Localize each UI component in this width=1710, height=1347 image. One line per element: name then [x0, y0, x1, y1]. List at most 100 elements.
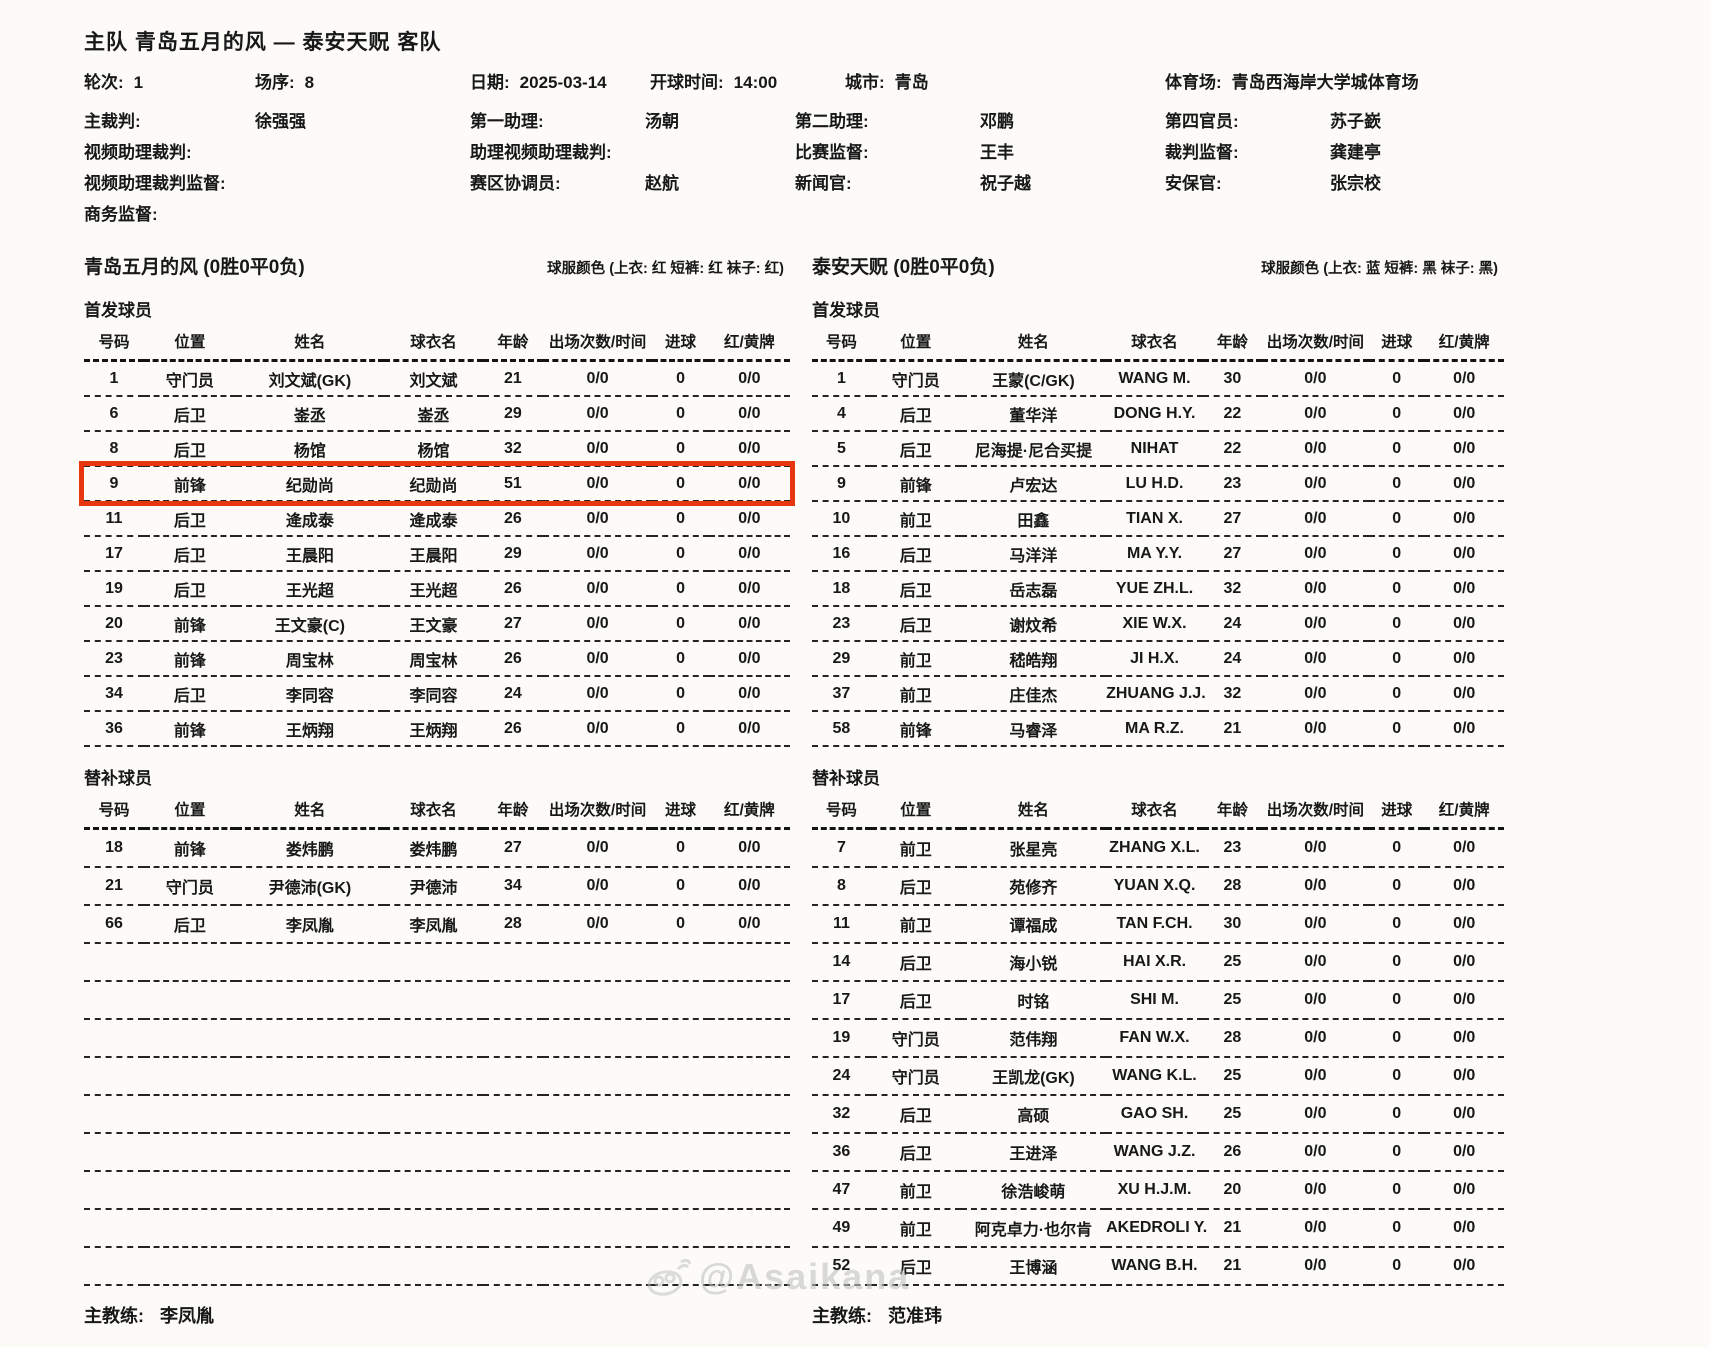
cell-empty	[482, 1247, 543, 1286]
cell-apps: 0/0	[1261, 501, 1370, 537]
cell-age: 32	[1202, 571, 1262, 607]
cell-no: 1	[812, 360, 871, 397]
cell-empty	[482, 981, 543, 1020]
cell-cards: 0/0	[708, 905, 790, 944]
cell-cards: 0/0	[1424, 571, 1504, 607]
cell-cards: 0/0	[708, 466, 790, 502]
cell-goals: 0	[1369, 360, 1425, 397]
cell-apps: 0/0	[1261, 711, 1370, 747]
cell-pos: 后卫	[144, 905, 236, 944]
official-value: 邓鹏	[980, 112, 1014, 131]
column-header: 号码	[84, 327, 144, 362]
cell-no: 23	[84, 641, 144, 677]
cell-empty	[384, 1057, 483, 1096]
coach-label: 主教练:	[812, 1306, 872, 1326]
cell-no: 49	[812, 1209, 871, 1248]
cell-name: 谭福成	[960, 905, 1107, 944]
cell-cards: 0/0	[1424, 1209, 1504, 1248]
cell-cards: 0/0	[708, 828, 790, 868]
column-header: 进球	[652, 327, 709, 362]
table-header-row: 号码 位置 姓名 球衣名 年龄 出场次数/时间 进球 红/黄牌	[84, 327, 790, 362]
cell-pos: 守门员	[870, 360, 961, 397]
official-value	[255, 199, 470, 230]
watermark: @Asaikana	[645, 1256, 910, 1298]
cell-name: 田鑫	[960, 501, 1107, 537]
cell-empty	[482, 1171, 543, 1210]
cell-apps: 0/0	[542, 536, 653, 572]
home-subs-label: 替补球员	[84, 769, 152, 788]
table-row: 18 前锋 娄炜鹏 娄炜鹏 27 0/0 0 0/0	[84, 828, 790, 868]
team-name-text: 泰安天贶	[812, 257, 889, 278]
cell-age: 20	[1202, 1171, 1262, 1210]
cell-apps: 0/0	[542, 641, 653, 677]
cell-apps: 0/0	[542, 360, 653, 397]
cell-jersey: 王光超	[384, 571, 483, 607]
cell-jersey: TAN F.CH.	[1106, 905, 1203, 944]
cell-name: 王炳翔	[235, 711, 385, 747]
cell-no: 36	[84, 711, 144, 747]
cell-apps: 0/0	[1261, 981, 1370, 1020]
cell-empty	[384, 1133, 483, 1172]
cell-name: 纪勋尚	[235, 466, 385, 502]
cell-empty	[144, 1095, 236, 1134]
column-header: 号码	[812, 795, 871, 830]
info-label: 城市:	[845, 73, 885, 92]
cell-no: 34	[84, 676, 144, 712]
cell-empty	[652, 1095, 709, 1134]
cell-no: 6	[84, 396, 144, 432]
cell-apps: 0/0	[1261, 1133, 1370, 1172]
cell-jersey: AKEDROLI Y.	[1106, 1209, 1207, 1248]
cell-name: 王蒙(C/GK)	[960, 360, 1107, 397]
column-header: 年龄	[482, 795, 543, 830]
home-team-name: 青岛五月的风 (0胜0平0负)	[84, 252, 305, 279]
official-value: 汤朝	[645, 112, 679, 131]
away-coach-name: 范准玮	[888, 1306, 942, 1326]
table-row: 17 后卫 时铭 SHI M. 25 0/0 0 0/0	[812, 981, 1504, 1020]
info-item: 开球时间: 14:00	[650, 70, 845, 96]
cell-pos: 后卫	[870, 396, 961, 432]
cell-apps: 0/0	[1261, 828, 1370, 868]
empty-table-row	[84, 943, 790, 982]
cell-goals: 0	[1369, 536, 1425, 572]
cell-no: 32	[812, 1095, 871, 1134]
column-header: 红/黄牌	[708, 327, 790, 362]
cell-name: 苑修齐	[960, 867, 1107, 906]
table-row: 23 前锋 周宝林 周宝林 26 0/0 0 0/0	[84, 641, 790, 677]
cell-jersey: TIAN X.	[1106, 501, 1203, 537]
table-row: 4 后卫 董华洋 DONG H.Y. 22 0/0 0 0/0	[812, 396, 1504, 432]
info-label: 开球时间:	[650, 73, 724, 92]
cell-cards: 0/0	[1424, 828, 1504, 868]
column-header: 出场次数/时间	[542, 795, 653, 830]
cell-cards: 0/0	[708, 606, 790, 642]
cell-apps: 0/0	[1261, 571, 1370, 607]
cell-empty	[144, 1133, 236, 1172]
info-value: 青岛	[894, 73, 929, 92]
cell-name: 董华洋	[960, 396, 1107, 432]
cell-no: 19	[84, 571, 144, 607]
cell-jersey: WANG B.H.	[1106, 1247, 1203, 1286]
cell-jersey: WANG M.	[1106, 360, 1203, 397]
cell-jersey: ZHANG X.L.	[1106, 828, 1203, 868]
cell-empty	[708, 1171, 790, 1210]
cell-no: 11	[84, 501, 144, 537]
cell-empty	[708, 1133, 790, 1172]
home-starters-body: 1 守门员 刘文斌(GK) 刘文斌 21 0/0 0 0/0 6 后卫 崟丞 崟丞 29 0/0 0 0/0 8…	[79, 360, 795, 747]
official-value	[1330, 199, 1710, 230]
cell-empty	[652, 1209, 709, 1248]
cell-age: 21	[1202, 711, 1262, 747]
home-coach-name: 李凤胤	[160, 1306, 214, 1326]
cell-goals: 0	[1369, 1133, 1425, 1172]
cell-goals: 0	[652, 676, 709, 712]
column-header: 年龄	[1202, 795, 1262, 830]
cell-name: 逄成泰	[235, 501, 385, 537]
table-row: 6 后卫 崟丞 崟丞 29 0/0 0 0/0	[84, 396, 790, 432]
cell-pos: 前锋	[144, 641, 236, 677]
cell-no: 19	[812, 1019, 871, 1058]
cell-no: 52	[812, 1247, 871, 1286]
cell-age: 30	[1202, 360, 1262, 397]
cell-apps: 0/0	[542, 501, 653, 537]
away-kit-colors: 球服颜色 (上衣: 蓝 短裤: 黑 袜子: 黑)	[1261, 261, 1498, 277]
cell-goals: 0	[1369, 466, 1425, 502]
official-label	[1165, 199, 1330, 230]
cell-pos: 后卫	[144, 571, 236, 607]
